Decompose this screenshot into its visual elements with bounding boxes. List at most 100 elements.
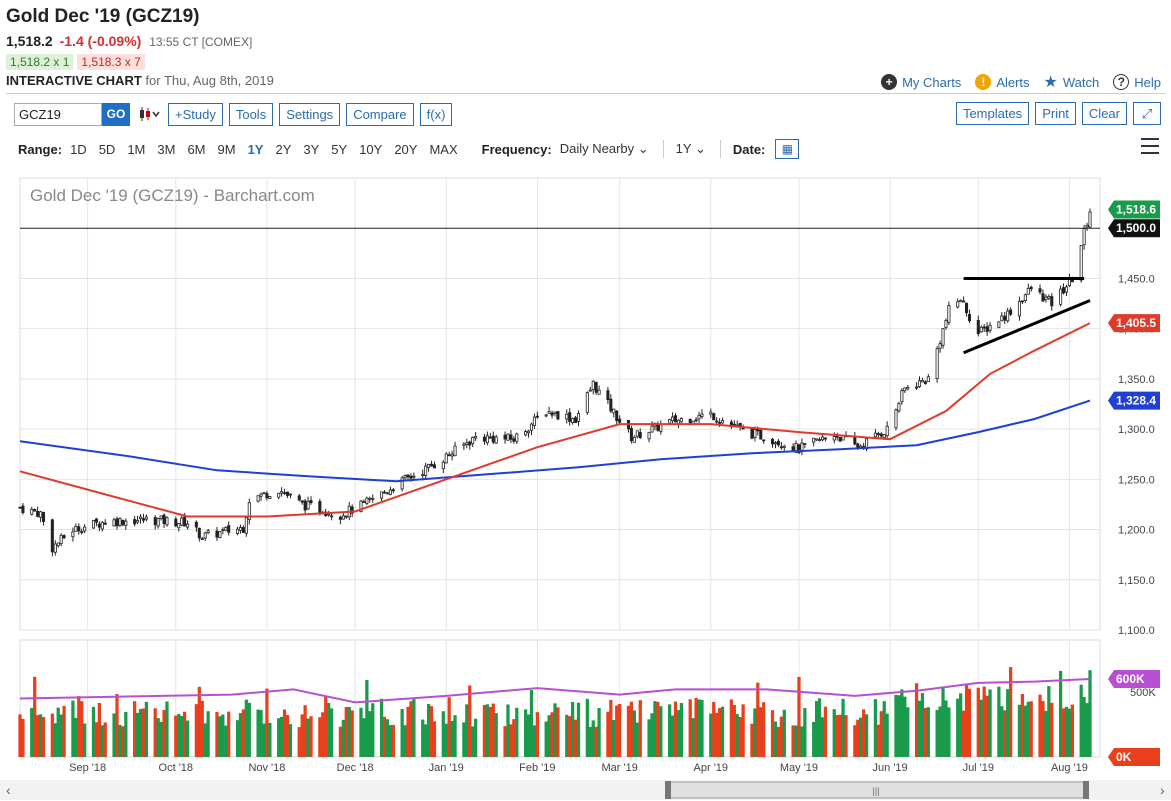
price-chart[interactable]: 1,100.0 1,150.0 1,200.0 1,250.0 1,300.0 1,350… <box>0 170 1171 801</box>
symbol-input[interactable] <box>14 102 102 126</box>
chart-type-selector[interactable] <box>136 103 162 125</box>
volume-bar <box>1020 693 1025 757</box>
templates-button[interactable]: Templates <box>955 102 1030 125</box>
volume-bar <box>509 724 513 757</box>
volume-bar <box>297 727 301 757</box>
volume-bar <box>74 717 78 757</box>
volume-label-bg <box>1108 670 1160 688</box>
volume-bar <box>447 697 451 757</box>
volume-bar <box>41 717 46 757</box>
volume-bar <box>494 713 498 757</box>
range-option-1d[interactable]: 1D <box>70 141 87 157</box>
volume-bar <box>979 699 983 757</box>
range-option-5y[interactable]: 5Y <box>331 141 348 157</box>
candle-body <box>1044 296 1048 301</box>
candle-body <box>430 463 434 467</box>
range-option-3m[interactable]: 3M <box>157 141 176 157</box>
study-button[interactable]: +Study <box>168 102 223 126</box>
function-button[interactable]: f(x) <box>419 102 453 126</box>
candle-body <box>729 421 733 426</box>
range-option-2y[interactable]: 2Y <box>275 141 292 157</box>
volume-label-bg <box>1108 748 1160 766</box>
candle-body <box>544 414 548 417</box>
go-button[interactable]: GO <box>102 102 130 126</box>
volume-bar <box>285 715 290 757</box>
menu-icon-bar <box>1141 145 1159 147</box>
volume-bar <box>650 713 654 757</box>
scrollbar-handle-right[interactable] <box>1083 781 1089 799</box>
watch-link[interactable]: ★ Watch <box>1044 72 1100 92</box>
settings-button[interactable]: Settings <box>279 102 341 126</box>
volume-bar <box>194 704 199 757</box>
volume-bar <box>421 719 425 757</box>
scrollbar-handle-left[interactable] <box>665 781 671 799</box>
volume-bar <box>215 712 219 757</box>
candle-body <box>597 389 601 395</box>
candle-body <box>985 326 989 332</box>
candle-body <box>141 518 145 521</box>
volume-bar <box>203 723 207 757</box>
frequency-value: Daily Nearby <box>559 141 635 156</box>
compare-button[interactable]: Compare <box>346 102 414 126</box>
candle-body <box>221 529 225 531</box>
candle-body <box>59 534 63 545</box>
volume-bar <box>670 715 675 757</box>
candle-body <box>962 300 966 303</box>
volume-bar <box>300 714 304 757</box>
price-label-bg <box>1108 391 1160 410</box>
price-panel <box>19 177 1101 631</box>
price-label-bg <box>1108 200 1160 219</box>
range-option-max[interactable]: MAX <box>429 141 458 157</box>
menu-button[interactable] <box>1141 138 1159 154</box>
range-option-9m[interactable]: 9M <box>217 141 236 157</box>
volume-bar <box>673 701 678 757</box>
alert-icon: ! <box>975 74 992 90</box>
help-link[interactable]: ? Help <box>1113 72 1161 92</box>
candle-body <box>236 528 240 535</box>
volume-bar <box>638 700 642 757</box>
range-option-1y[interactable]: 1Y <box>247 141 264 157</box>
x-tick-label: Jul '19 <box>963 762 994 774</box>
candle-body <box>256 495 260 502</box>
volume-bar <box>218 716 222 757</box>
expand-button[interactable]: ⤢ <box>1133 102 1161 125</box>
range-option-3y[interactable]: 3Y <box>303 141 320 157</box>
candle-body <box>915 386 919 389</box>
range-option-10y[interactable]: 10Y <box>359 141 383 157</box>
candle-body <box>268 496 272 499</box>
range-option-20y[interactable]: 20Y <box>394 141 418 157</box>
candle-body <box>97 523 101 528</box>
range-option-1m[interactable]: 1M <box>127 141 146 157</box>
range-option-6m[interactable]: 6M <box>187 141 206 157</box>
candle-body <box>121 519 125 526</box>
volume-bar <box>532 725 537 757</box>
range-option-5d[interactable]: 5D <box>98 141 116 157</box>
volume-bar <box>329 708 334 757</box>
candle-body <box>100 521 104 530</box>
volume-bar <box>709 713 713 757</box>
volume-bar <box>917 700 922 757</box>
price-label-bg <box>1108 314 1160 333</box>
volume-bar <box>309 716 313 757</box>
candle-body <box>618 418 622 423</box>
x-tick-label: Nov '18 <box>248 762 285 774</box>
frequency-select[interactable]: Daily Nearby ⌄ <box>560 141 649 157</box>
volume-bar <box>794 725 798 757</box>
volume-bar <box>1023 705 1027 757</box>
my-charts-link[interactable]: + My Charts <box>881 72 961 92</box>
volume-bar <box>36 715 40 757</box>
candle-body <box>453 445 457 457</box>
candle-body <box>133 519 137 525</box>
y-tick-label: 1,300.0 <box>1118 424 1155 436</box>
candle-body <box>380 491 384 499</box>
volume-bar <box>770 710 775 757</box>
print-button[interactable]: Print <box>1035 102 1076 125</box>
candle-body <box>979 326 983 333</box>
tools-button[interactable]: Tools <box>228 102 274 126</box>
clear-button[interactable]: Clear <box>1081 102 1127 125</box>
candle-body <box>1059 288 1063 305</box>
volume-bar <box>676 710 681 757</box>
period-select[interactable]: 1Y ⌄ <box>676 141 706 157</box>
alerts-link[interactable]: ! Alerts <box>975 72 1030 92</box>
calendar-button[interactable]: ▦ <box>775 139 800 159</box>
